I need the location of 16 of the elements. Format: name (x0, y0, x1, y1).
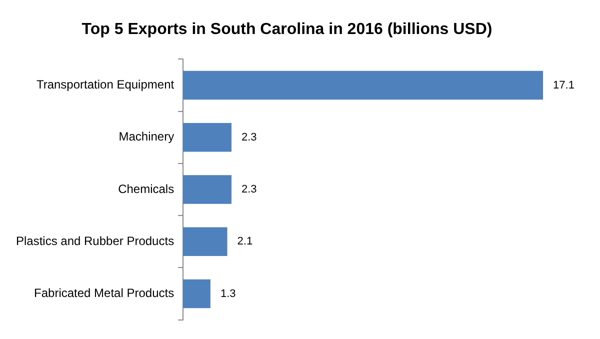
y-tick-label: Plastics and Rubber Products (16, 234, 174, 248)
bar (183, 175, 232, 204)
y-tick-label: Chemicals (118, 182, 174, 196)
data-label: 1.3 (220, 288, 236, 300)
bar (183, 123, 232, 152)
chart-title: Top 5 Exports in South Carolina in 2016 (billions USD) (82, 21, 492, 38)
data-label: 2.3 (242, 184, 257, 196)
data-label: 17.1 (553, 79, 574, 92)
bar (183, 279, 210, 308)
data-label: 2.3 (242, 131, 257, 144)
bar (183, 70, 544, 100)
data-label: 2.1 (237, 236, 253, 248)
y-tick-label: Fabricated Metal Products (34, 286, 174, 300)
bar (183, 227, 228, 256)
y-tick-label: Machinery (118, 130, 174, 144)
y-tick-label: Transportation Equipment (36, 78, 175, 92)
